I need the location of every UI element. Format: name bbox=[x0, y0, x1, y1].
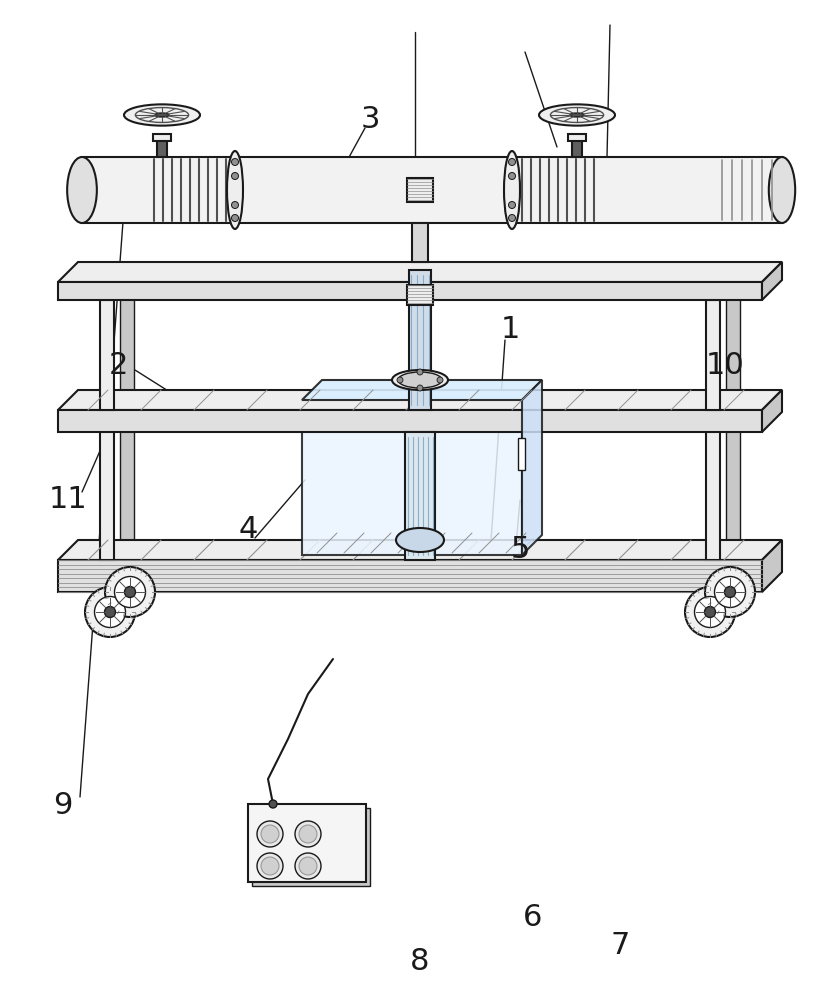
Text: 6: 6 bbox=[523, 902, 543, 932]
Circle shape bbox=[508, 202, 516, 209]
Text: 8: 8 bbox=[410, 948, 430, 976]
Polygon shape bbox=[726, 280, 740, 390]
Text: 4: 4 bbox=[239, 516, 258, 544]
Bar bbox=[407, 285, 433, 305]
Circle shape bbox=[295, 853, 321, 879]
Ellipse shape bbox=[67, 157, 97, 223]
Polygon shape bbox=[522, 380, 542, 555]
Circle shape bbox=[269, 800, 277, 808]
Bar bbox=[100, 430, 114, 560]
Polygon shape bbox=[762, 262, 782, 300]
Text: 5: 5 bbox=[511, 536, 530, 564]
Circle shape bbox=[685, 587, 735, 637]
Circle shape bbox=[705, 567, 755, 617]
Bar bbox=[407, 178, 433, 202]
Circle shape bbox=[105, 567, 155, 617]
Bar bbox=[153, 134, 171, 141]
Text: 7: 7 bbox=[611, 930, 630, 960]
Polygon shape bbox=[120, 280, 134, 390]
Circle shape bbox=[257, 853, 283, 879]
Ellipse shape bbox=[570, 113, 584, 117]
Ellipse shape bbox=[398, 372, 442, 388]
Circle shape bbox=[114, 576, 145, 607]
Text: 1: 1 bbox=[501, 316, 520, 344]
Polygon shape bbox=[726, 410, 740, 540]
Ellipse shape bbox=[155, 113, 169, 117]
Circle shape bbox=[508, 172, 516, 180]
Polygon shape bbox=[58, 262, 782, 282]
Text: 10: 10 bbox=[706, 351, 744, 379]
Polygon shape bbox=[58, 390, 782, 410]
Circle shape bbox=[232, 158, 239, 165]
Ellipse shape bbox=[769, 157, 795, 223]
Ellipse shape bbox=[392, 370, 448, 390]
Circle shape bbox=[299, 857, 317, 875]
Ellipse shape bbox=[227, 151, 243, 229]
Circle shape bbox=[257, 821, 283, 847]
Polygon shape bbox=[120, 410, 134, 540]
Polygon shape bbox=[762, 390, 782, 432]
Circle shape bbox=[232, 202, 239, 209]
Bar bbox=[252, 808, 370, 886]
Circle shape bbox=[232, 215, 239, 222]
Bar bbox=[706, 430, 720, 560]
Text: 9: 9 bbox=[53, 790, 73, 820]
Bar bbox=[157, 135, 167, 157]
Bar bbox=[405, 432, 435, 560]
Ellipse shape bbox=[539, 104, 615, 126]
Ellipse shape bbox=[396, 528, 444, 552]
Circle shape bbox=[232, 172, 239, 180]
Bar bbox=[518, 438, 525, 470]
Polygon shape bbox=[762, 540, 782, 592]
Bar bbox=[302, 400, 522, 555]
Polygon shape bbox=[58, 560, 762, 592]
Bar bbox=[82, 157, 782, 223]
Circle shape bbox=[261, 825, 279, 843]
Circle shape bbox=[715, 576, 746, 607]
Circle shape bbox=[95, 596, 125, 628]
Bar bbox=[412, 223, 428, 262]
Circle shape bbox=[261, 857, 279, 875]
Circle shape bbox=[124, 586, 135, 597]
Polygon shape bbox=[302, 380, 542, 400]
Text: 2: 2 bbox=[108, 351, 128, 379]
Circle shape bbox=[437, 377, 443, 383]
Bar bbox=[568, 134, 586, 141]
Text: 3: 3 bbox=[360, 105, 380, 134]
Circle shape bbox=[695, 596, 726, 628]
Circle shape bbox=[85, 587, 135, 637]
Bar bbox=[248, 804, 366, 882]
Ellipse shape bbox=[504, 151, 520, 229]
Bar bbox=[706, 300, 720, 410]
Bar bbox=[409, 270, 431, 410]
Polygon shape bbox=[58, 540, 782, 560]
Polygon shape bbox=[58, 282, 762, 300]
Bar bbox=[100, 300, 114, 410]
Circle shape bbox=[705, 606, 716, 617]
Polygon shape bbox=[58, 410, 762, 432]
Circle shape bbox=[104, 606, 116, 617]
Ellipse shape bbox=[124, 104, 200, 126]
Circle shape bbox=[417, 385, 423, 391]
Circle shape bbox=[417, 369, 423, 375]
Circle shape bbox=[299, 825, 317, 843]
Text: 11: 11 bbox=[49, 486, 87, 514]
Circle shape bbox=[724, 586, 736, 597]
Circle shape bbox=[295, 821, 321, 847]
Circle shape bbox=[508, 215, 516, 222]
Circle shape bbox=[397, 377, 403, 383]
Bar bbox=[572, 135, 582, 157]
Circle shape bbox=[508, 158, 516, 165]
